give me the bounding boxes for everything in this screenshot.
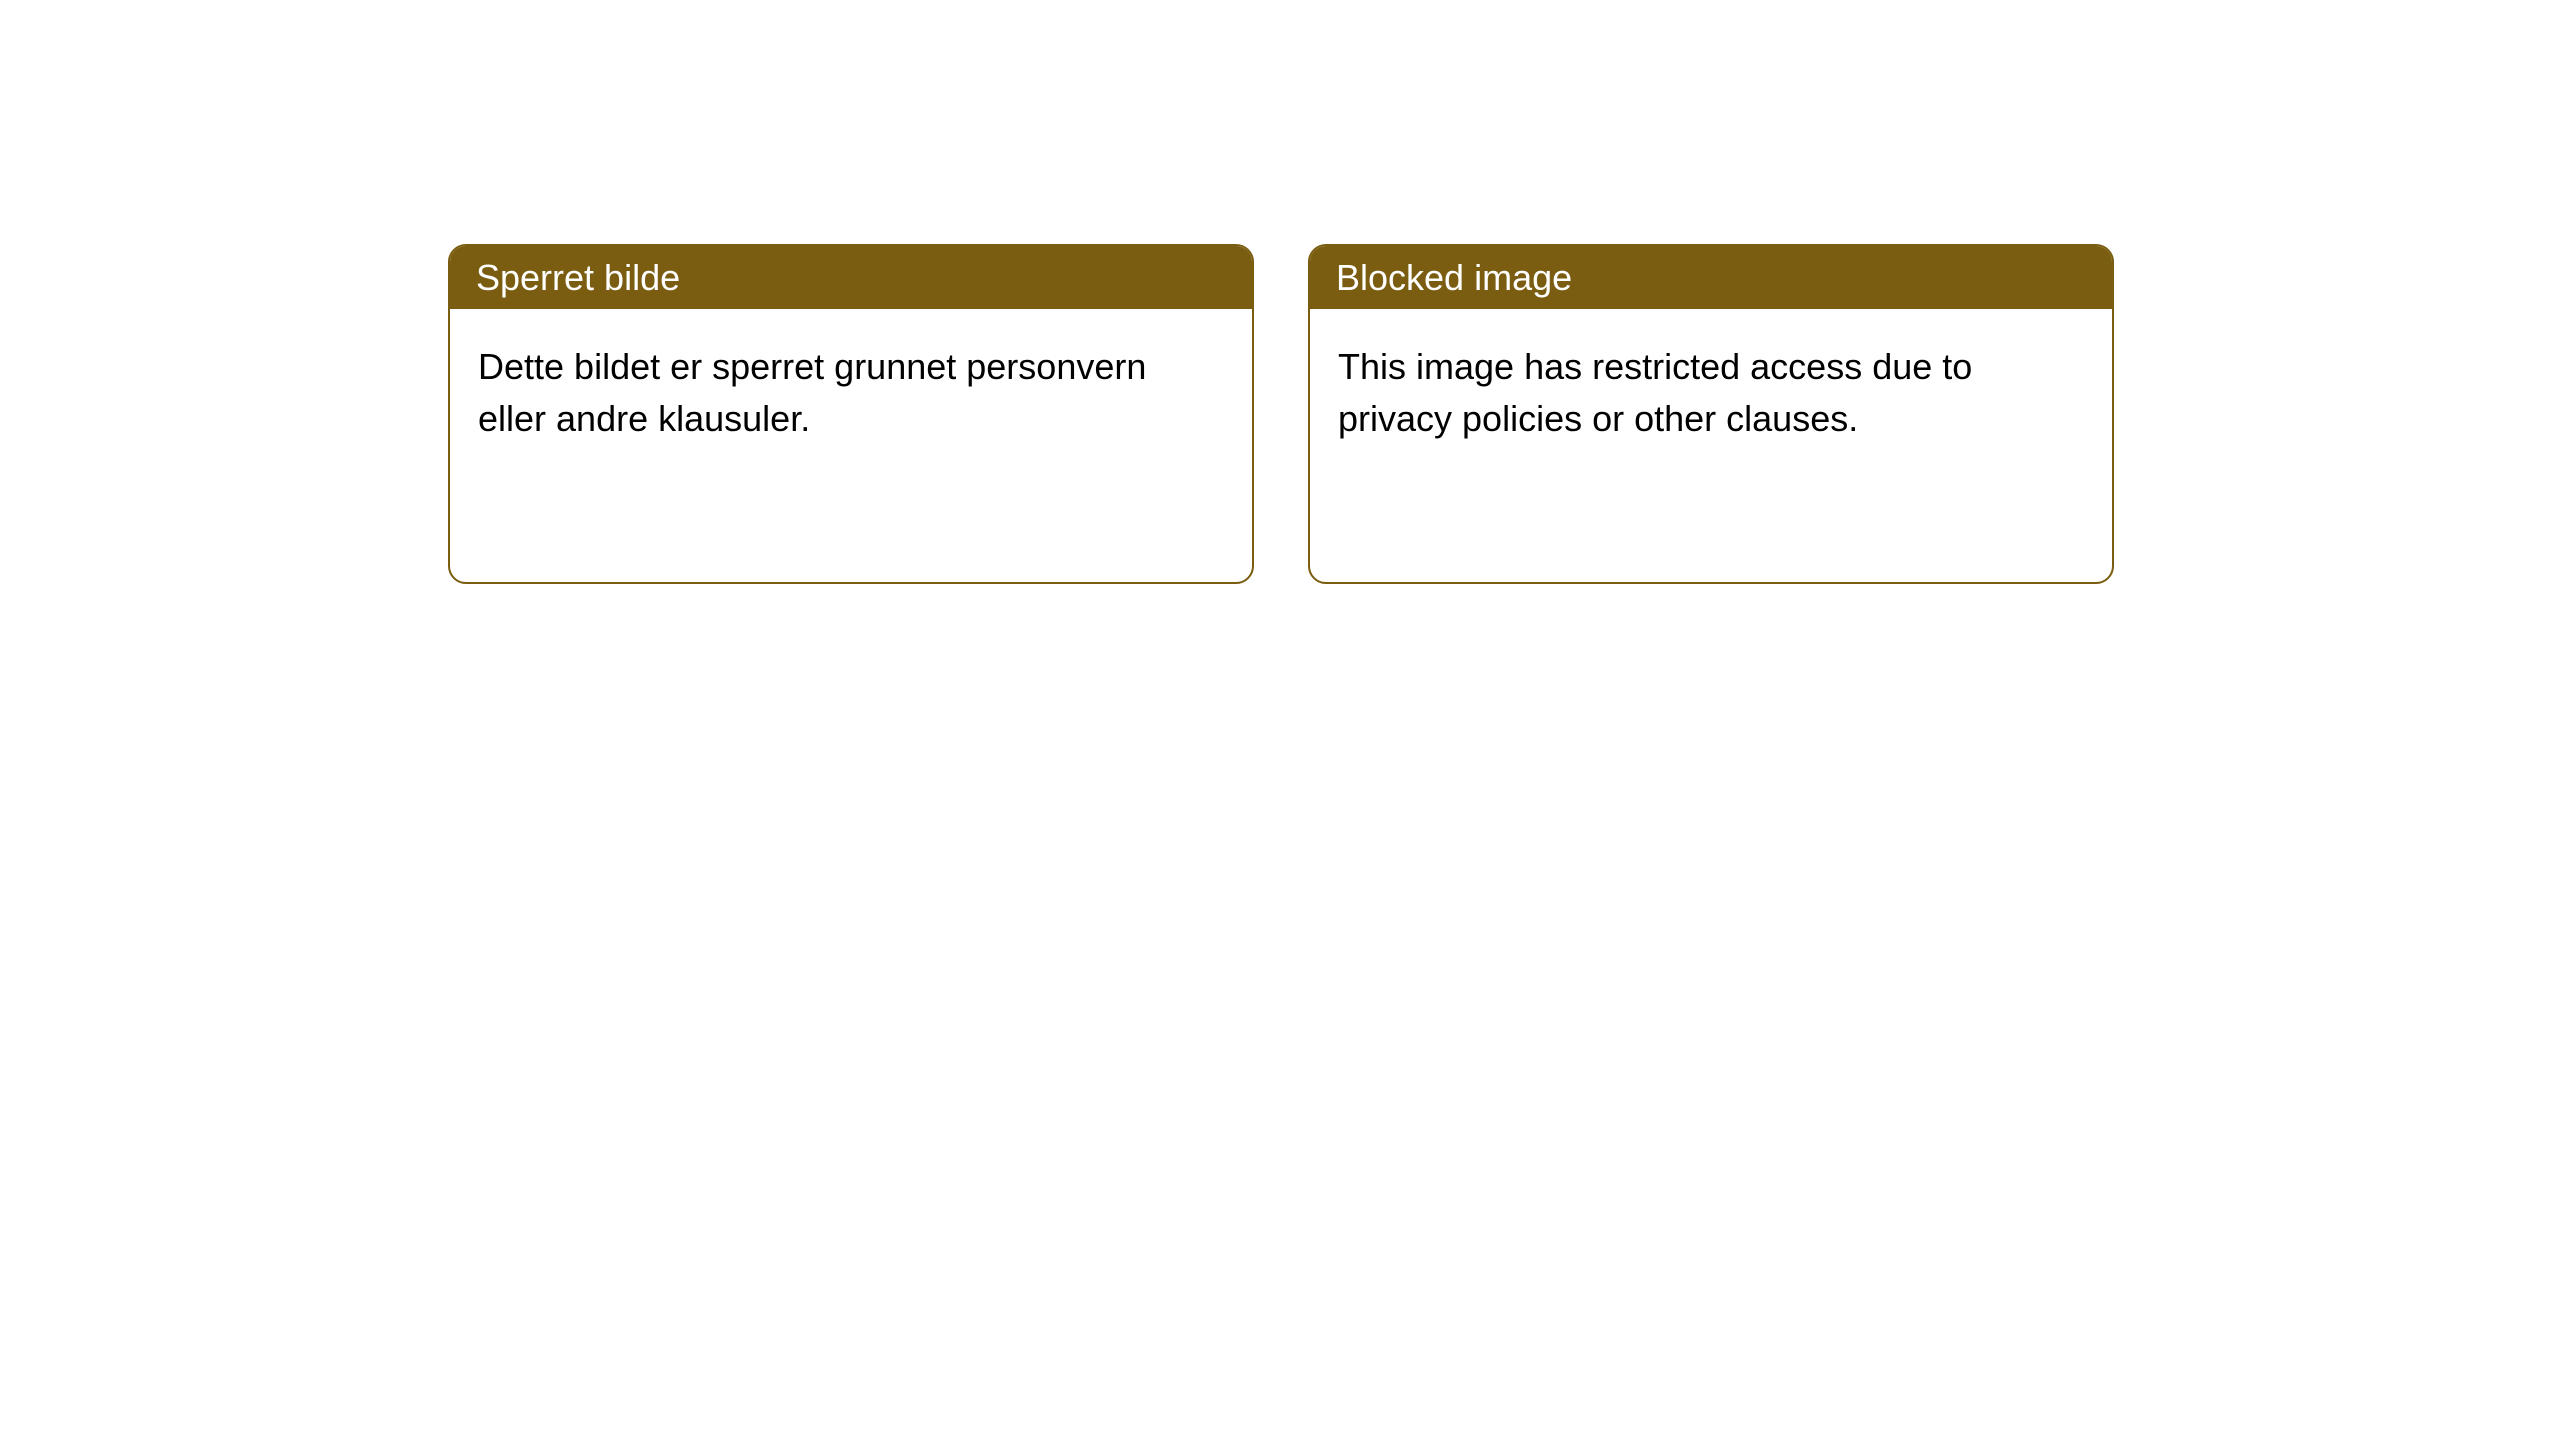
card-body-text: This image has restricted access due to … bbox=[1338, 346, 1972, 439]
card-header: Sperret bilde bbox=[450, 246, 1252, 309]
card-norwegian: Sperret bilde Dette bildet er sperret gr… bbox=[448, 244, 1254, 584]
card-title: Blocked image bbox=[1336, 257, 1572, 298]
card-title: Sperret bilde bbox=[476, 257, 680, 298]
card-english: Blocked image This image has restricted … bbox=[1308, 244, 2114, 584]
cards-container: Sperret bilde Dette bildet er sperret gr… bbox=[448, 244, 2114, 584]
card-body-text: Dette bildet er sperret grunnet personve… bbox=[478, 346, 1146, 439]
card-header: Blocked image bbox=[1310, 246, 2112, 309]
card-body: This image has restricted access due to … bbox=[1310, 309, 2112, 477]
card-body: Dette bildet er sperret grunnet personve… bbox=[450, 309, 1252, 477]
